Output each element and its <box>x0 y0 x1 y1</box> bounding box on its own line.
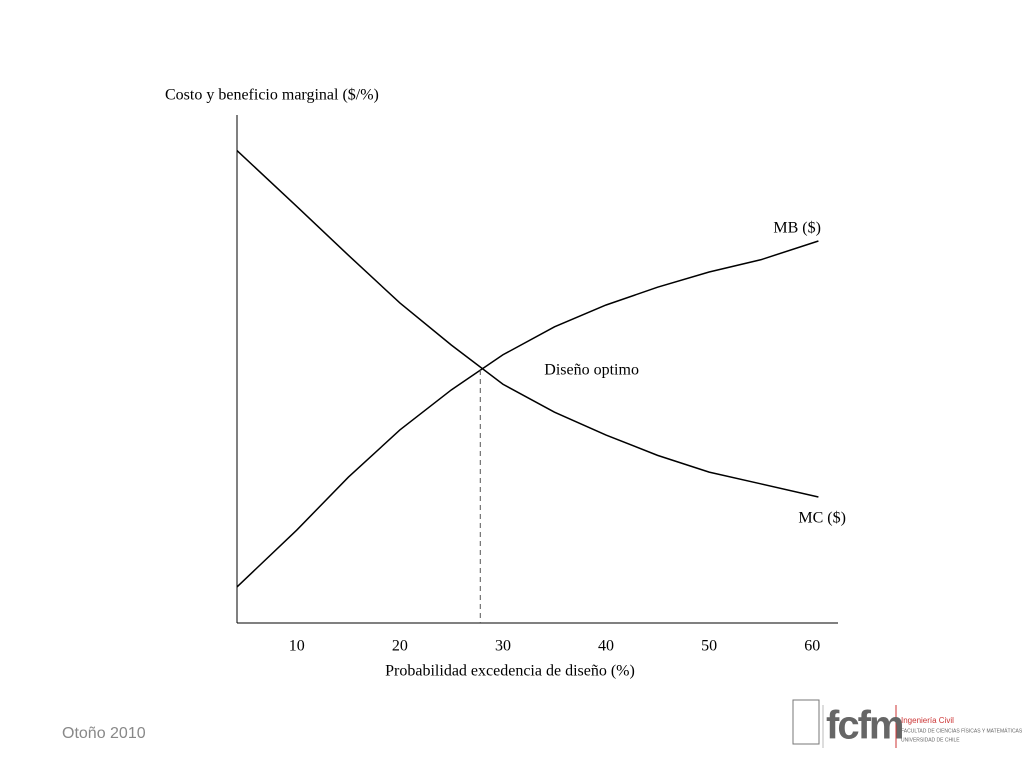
logo: fcfm Ingeniería Civil FACULTAD DE CIENCI… <box>792 699 1023 748</box>
y-axis-label: Costo y beneficio marginal ($/%) <box>165 87 379 104</box>
series-line <box>236 150 819 498</box>
logo-faculty: FACULTAD DE CIENCIAS FÍSICAS Y MATEMÁTIC… <box>901 727 1023 734</box>
x-tick-label: 60 <box>804 638 820 655</box>
x-axis-label: Probabilidad excedencia de diseño (%) <box>385 663 635 680</box>
series-line <box>236 240 819 588</box>
logo-school: Ingeniería Civil <box>901 716 954 725</box>
logo-text: fcfm <box>826 704 903 748</box>
logo-crest <box>792 699 820 745</box>
series-label: MC ($) <box>798 510 846 527</box>
x-tick-label: 20 <box>392 638 408 655</box>
footer-date: Otoño 2010 <box>62 725 146 742</box>
x-tick-label: 40 <box>598 638 614 655</box>
x-tick-label: 30 <box>495 638 511 655</box>
optimum-label: Diseño optimo <box>544 362 639 379</box>
x-tick-label: 10 <box>289 638 305 655</box>
series-label: MB ($) <box>773 220 821 237</box>
x-tick-label: 50 <box>701 638 717 655</box>
logo-university: UNIVERSIDAD DE CHILE <box>901 737 960 743</box>
